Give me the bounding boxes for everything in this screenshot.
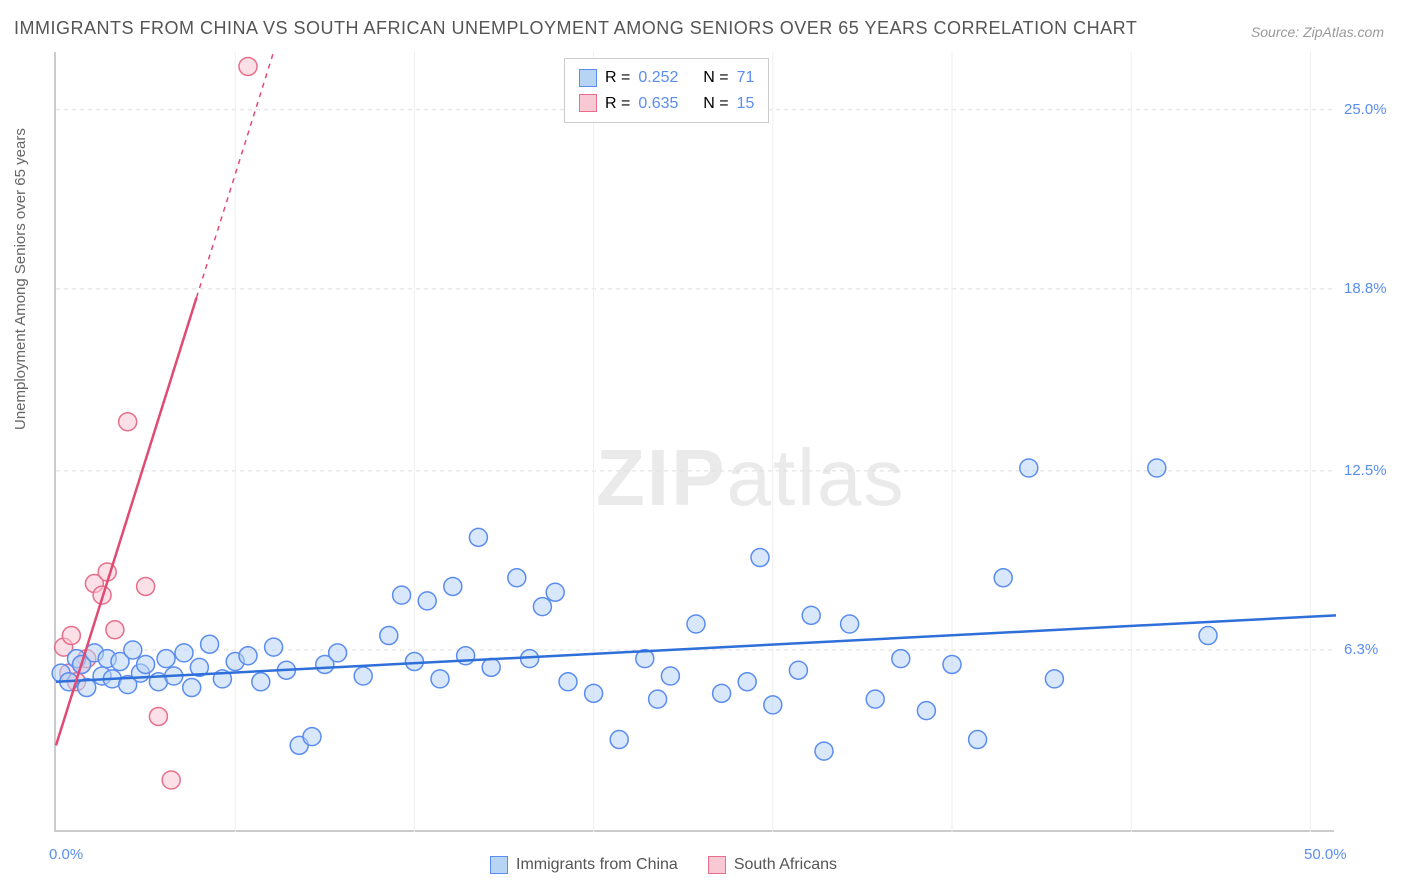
source-attribution: Source: ZipAtlas.com xyxy=(1251,24,1384,40)
swatch-blue-icon xyxy=(579,69,597,87)
x-tick-label: 50.0% xyxy=(1304,846,1347,863)
swatch-pink-icon xyxy=(708,856,726,874)
swatch-blue-icon xyxy=(490,856,508,874)
n-label: N = xyxy=(703,65,728,91)
x-tick-label: 0.0% xyxy=(49,846,83,863)
scatter-plot-svg xyxy=(56,52,1334,830)
r-value: 0.635 xyxy=(638,91,678,117)
y-tick-label: 18.8% xyxy=(1344,280,1387,297)
r-label: R = xyxy=(605,91,630,117)
legend-label: South Africans xyxy=(734,856,837,874)
chart-container: IMMIGRANTS FROM CHINA VS SOUTH AFRICAN U… xyxy=(0,0,1406,892)
n-label: N = xyxy=(703,91,728,117)
swatch-pink-icon xyxy=(579,94,597,112)
legend-item-sa: South Africans xyxy=(708,856,837,874)
legend-label: Immigrants from China xyxy=(516,856,678,874)
chart-title: IMMIGRANTS FROM CHINA VS SOUTH AFRICAN U… xyxy=(14,18,1137,39)
y-tick-label: 25.0% xyxy=(1344,101,1387,118)
legend-row-pink: R = 0.635 N = 15 xyxy=(579,91,754,117)
legend-row-blue: R = 0.252 N = 71 xyxy=(579,65,754,91)
r-value: 0.252 xyxy=(638,65,678,91)
y-tick-label: 6.3% xyxy=(1344,641,1378,658)
legend-item-china: Immigrants from China xyxy=(490,856,678,874)
n-value: 15 xyxy=(737,91,755,117)
correlation-legend: R = 0.252 N = 71 R = 0.635 N = 15 xyxy=(564,58,769,123)
plot-area: ZIPatlas xyxy=(54,52,1334,832)
n-value: 71 xyxy=(737,65,755,91)
y-axis-label: Unemployment Among Seniors over 65 years xyxy=(12,128,29,430)
r-label: R = xyxy=(605,65,630,91)
series-legend: Immigrants from China South Africans xyxy=(490,856,837,874)
y-tick-label: 12.5% xyxy=(1344,462,1387,479)
